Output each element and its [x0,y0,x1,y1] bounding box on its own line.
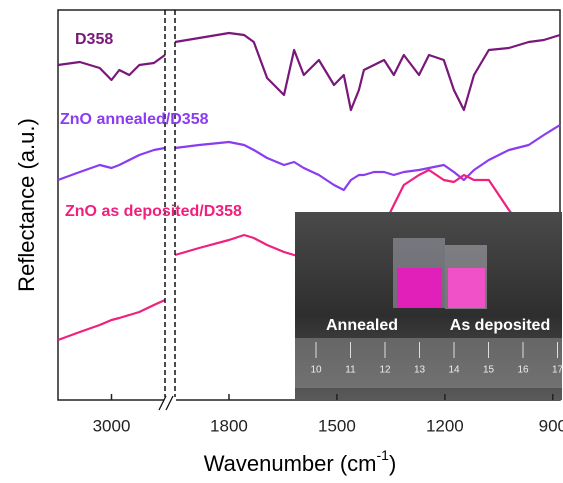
page: Annealed As deposited 10 11 12 13 14 15 16 17 D… [0,0,563,483]
x-tick-label: 900 [539,416,563,435]
x-tick-label: 1500 [318,416,356,435]
ruler [295,338,562,388]
series-line [58,33,560,110]
x-axis-label: Wavenumber (cm-1) [204,447,397,476]
y-axis-label: Reflectance (a.u.) [14,118,39,292]
series-label: D358 [75,31,113,48]
x-label-part: ) [389,451,396,476]
sample-deposited [448,268,485,308]
x-label-sup: -1 [377,447,390,463]
ruler-label: 17 [552,365,563,376]
ruler-label: 16 [517,365,529,376]
series-label: ZnO as deposited/D358 [65,203,242,220]
inset-label: As deposited [450,317,550,334]
x-tick-label: 1800 [210,416,248,435]
ruler-label: 15 [483,365,495,376]
x-tick-label: 1200 [426,416,464,435]
ruler-label: 13 [414,365,426,376]
series-label: ZnO annealed/D358 [60,111,209,128]
x-tick-label: 3000 [93,416,131,435]
ruler-label: 14 [448,365,460,376]
ruler-label: 10 [310,365,322,376]
sample-annealed [397,268,442,308]
ruler-label: 12 [379,365,391,376]
x-label-part: Wavenumber (cm [204,451,377,476]
chart: Annealed As deposited 10 11 12 13 14 15 16 17 D… [0,0,563,483]
inset-label: Annealed [326,317,398,334]
inset-photo: Annealed As deposited 10 11 12 13 14 15 16 17 [295,212,563,400]
ruler-label: 11 [345,365,356,376]
